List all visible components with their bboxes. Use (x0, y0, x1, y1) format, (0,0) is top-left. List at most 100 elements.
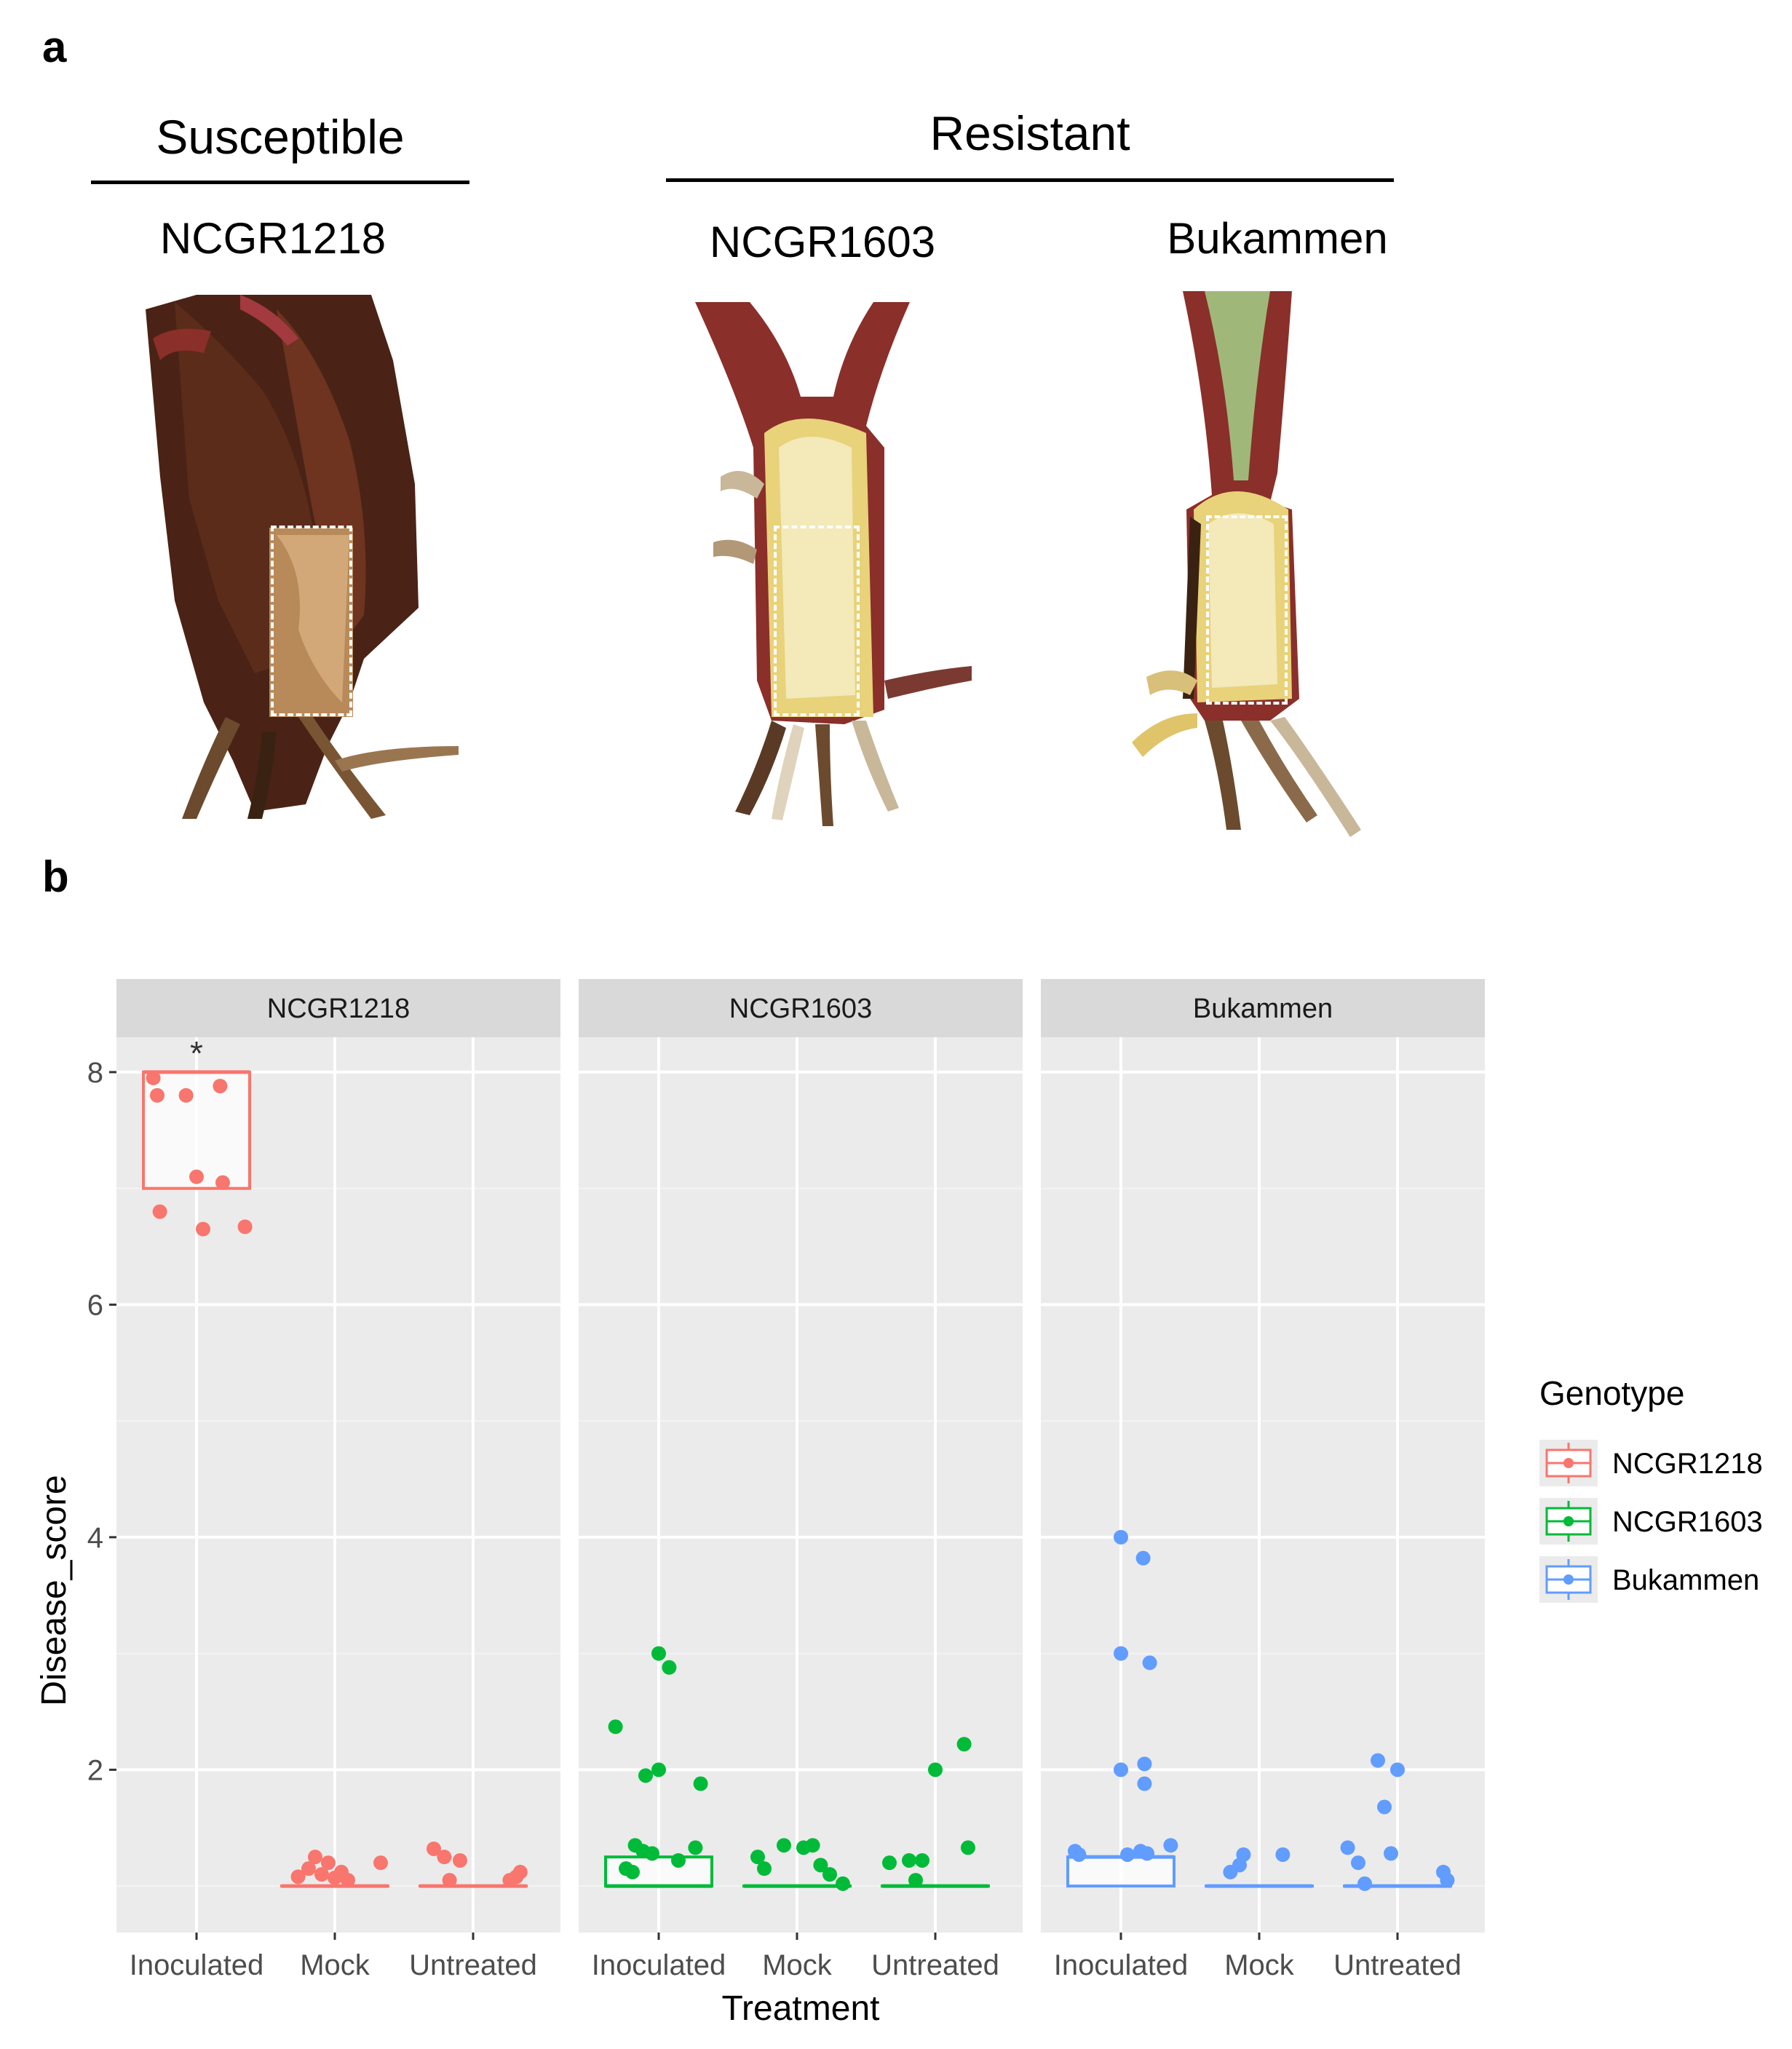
data-point (928, 1762, 943, 1777)
data-point (1390, 1762, 1405, 1777)
x-tick-label: Mock (1224, 1949, 1295, 1981)
genotype-label-bukammen: Bukammen (1167, 214, 1388, 263)
panel-label-b: b (42, 852, 69, 901)
data-point (1357, 1876, 1372, 1891)
data-point (1071, 1847, 1087, 1862)
facet-panel-Bukammen (1041, 1037, 1485, 1933)
legend-entry-label: NCGR1603 (1612, 1506, 1763, 1538)
data-point (1137, 1776, 1152, 1791)
facet-panel-NCGR1603 (579, 1037, 1023, 1933)
group-title-resistant: Resistant (929, 106, 1130, 160)
data-point (608, 1719, 623, 1735)
data-point (1275, 1847, 1291, 1862)
x-tick-label: Untreated (409, 1949, 537, 1981)
facet-strip-NCGR1603 (579, 979, 1023, 1037)
group-rule-susceptible (91, 181, 469, 184)
x-tick-label: Mock (300, 1949, 370, 1981)
genotype-label-ncgr1218: NCGR1218 (159, 214, 386, 263)
data-point (757, 1861, 772, 1876)
legend-title: Genotype (1539, 1374, 1684, 1412)
cut-region-box-bukammen (1206, 515, 1288, 705)
data-point (1371, 1753, 1385, 1768)
data-point (189, 1169, 204, 1184)
data-point (1384, 1846, 1398, 1861)
x-tick-label: Mock (762, 1949, 833, 1981)
legend-key-point (1563, 1574, 1574, 1585)
data-point (651, 1646, 666, 1661)
data-point (301, 1861, 316, 1876)
data-point (453, 1852, 467, 1868)
data-point (1377, 1799, 1392, 1815)
x-tick-label: Inoculated (130, 1949, 264, 1981)
data-point (178, 1087, 194, 1103)
data-point (638, 1768, 653, 1783)
data-point (150, 1087, 164, 1103)
disease-score-chart: NCGR1218 Inoculated Mock Untreated NCGR1603 I… (35, 979, 1763, 2028)
group-rule-resistant (666, 178, 1394, 182)
data-point (688, 1840, 703, 1855)
data-point (437, 1850, 452, 1865)
legend-key-point (1563, 1458, 1574, 1468)
data-point (908, 1873, 923, 1888)
data-point (512, 1864, 528, 1879)
significance-annotation: * (190, 1034, 203, 1072)
box-Bukammen-Inoculated (1066, 1855, 1175, 1888)
data-point (290, 1869, 306, 1884)
data-point (1137, 1756, 1152, 1772)
data-point (152, 1204, 167, 1219)
data-point (314, 1867, 329, 1882)
y-axis-title: Disease_score (35, 1475, 74, 1705)
data-point (1440, 1873, 1455, 1888)
data-point (961, 1840, 975, 1855)
data-point (750, 1850, 765, 1865)
panel-label-a: a (42, 23, 67, 71)
x-tick-label: Untreated (871, 1949, 999, 1981)
stem-photo-ncgr1218 (146, 295, 459, 819)
data-point (427, 1841, 441, 1856)
data-point (442, 1873, 457, 1888)
data-point (213, 1079, 228, 1094)
data-point (146, 1070, 161, 1085)
y-tick-label: 4 (87, 1522, 103, 1554)
y-tick-label: 6 (87, 1289, 103, 1321)
facet-strip-label: NCGR1603 (729, 994, 872, 1024)
data-point (836, 1876, 850, 1891)
data-point (308, 1850, 322, 1865)
x-tick-label: Inoculated (592, 1949, 726, 1981)
data-point (777, 1838, 791, 1853)
x-axis-title: Treatment (722, 1989, 880, 2028)
y-tick-label: 8 (87, 1057, 103, 1089)
data-point (693, 1776, 708, 1791)
data-point (915, 1852, 929, 1868)
data-point (1140, 1846, 1154, 1861)
x-tick-label: Untreated (1333, 1949, 1462, 1981)
legend-key-point (1563, 1516, 1574, 1526)
data-point (671, 1852, 686, 1868)
data-point (822, 1867, 837, 1882)
genotype-label-ncgr1603: NCGR1603 (709, 218, 936, 266)
data-point (321, 1855, 336, 1871)
facet-strip-label: Bukammen (1193, 994, 1333, 1024)
stem-photo-bukammen (1132, 291, 1361, 837)
data-point (645, 1846, 659, 1861)
data-point (813, 1858, 828, 1873)
data-point (237, 1219, 253, 1234)
y-tick-label: 2 (87, 1754, 103, 1786)
data-point (1135, 1550, 1151, 1566)
data-point (1114, 1762, 1128, 1777)
data-point (662, 1660, 677, 1675)
facet-strip-label: NCGR1218 (267, 994, 410, 1024)
data-point (1163, 1838, 1178, 1853)
x-tick-label: Inoculated (1054, 1949, 1189, 1981)
cut-region-box-ncgr1603 (774, 526, 860, 716)
data-point (1142, 1655, 1157, 1670)
data-point (956, 1737, 972, 1752)
data-point (373, 1855, 388, 1871)
group-title-susceptible: Susceptible (156, 110, 405, 164)
data-point (902, 1852, 916, 1868)
data-point (1120, 1847, 1135, 1862)
data-point (196, 1221, 210, 1237)
data-point (341, 1873, 355, 1888)
data-point (1114, 1529, 1128, 1545)
data-point (215, 1175, 230, 1190)
